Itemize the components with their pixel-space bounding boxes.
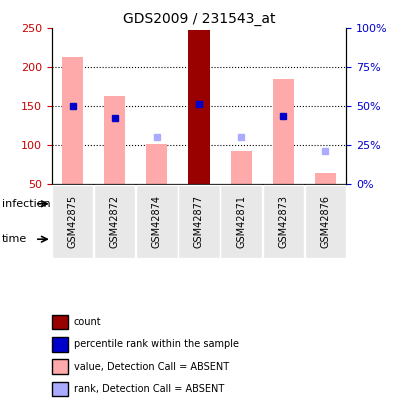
Text: count: count (74, 317, 101, 327)
Text: GSM42876: GSM42876 (320, 195, 330, 248)
Bar (62, 57, 83, 184)
FancyBboxPatch shape (94, 185, 220, 222)
Text: percentile rank within the sample: percentile rank within the sample (74, 339, 239, 349)
Text: GSM42871: GSM42871 (236, 195, 246, 248)
Text: GSM42875: GSM42875 (68, 195, 78, 248)
FancyBboxPatch shape (178, 185, 220, 258)
FancyBboxPatch shape (220, 185, 262, 258)
Text: GSM42874: GSM42874 (152, 195, 162, 248)
Text: GSM42872: GSM42872 (110, 195, 120, 248)
FancyBboxPatch shape (263, 224, 304, 254)
Bar (230, 151, 252, 184)
Text: no
vector: no vector (55, 193, 90, 215)
FancyBboxPatch shape (220, 224, 262, 254)
Text: rank, Detection Call = ABSENT: rank, Detection Call = ABSENT (74, 384, 224, 394)
FancyBboxPatch shape (263, 185, 304, 258)
Text: 48 h: 48 h (187, 234, 211, 244)
Bar (315, 173, 336, 184)
Text: GSM42877: GSM42877 (194, 195, 204, 248)
Text: 24 h: 24 h (271, 234, 296, 244)
Bar (189, 30, 209, 184)
FancyBboxPatch shape (304, 224, 346, 254)
Text: control vector: control vector (118, 199, 196, 209)
Bar (273, 79, 294, 184)
Text: 16 h: 16 h (103, 234, 127, 244)
Text: GSM42873: GSM42873 (278, 195, 288, 248)
Text: value, Detection Call = ABSENT: value, Detection Call = ABSENT (74, 362, 229, 371)
FancyBboxPatch shape (304, 185, 346, 258)
FancyBboxPatch shape (220, 185, 346, 222)
Title: GDS2009 / 231543_at: GDS2009 / 231543_at (123, 12, 275, 26)
Text: 24 h: 24 h (60, 234, 85, 244)
Bar (104, 96, 125, 184)
Bar (146, 144, 168, 184)
FancyBboxPatch shape (94, 224, 135, 254)
FancyBboxPatch shape (94, 185, 135, 258)
Text: EGR1 vector: EGR1 vector (248, 199, 318, 209)
FancyBboxPatch shape (136, 224, 178, 254)
FancyBboxPatch shape (52, 185, 94, 258)
Text: 48 h: 48 h (313, 234, 338, 244)
FancyBboxPatch shape (136, 185, 178, 258)
FancyBboxPatch shape (178, 224, 220, 254)
Text: 16 h: 16 h (229, 234, 254, 244)
Text: 24 h: 24 h (144, 234, 170, 244)
Text: infection: infection (2, 199, 51, 209)
FancyBboxPatch shape (52, 185, 94, 222)
FancyBboxPatch shape (52, 224, 94, 254)
Text: time: time (2, 234, 27, 244)
